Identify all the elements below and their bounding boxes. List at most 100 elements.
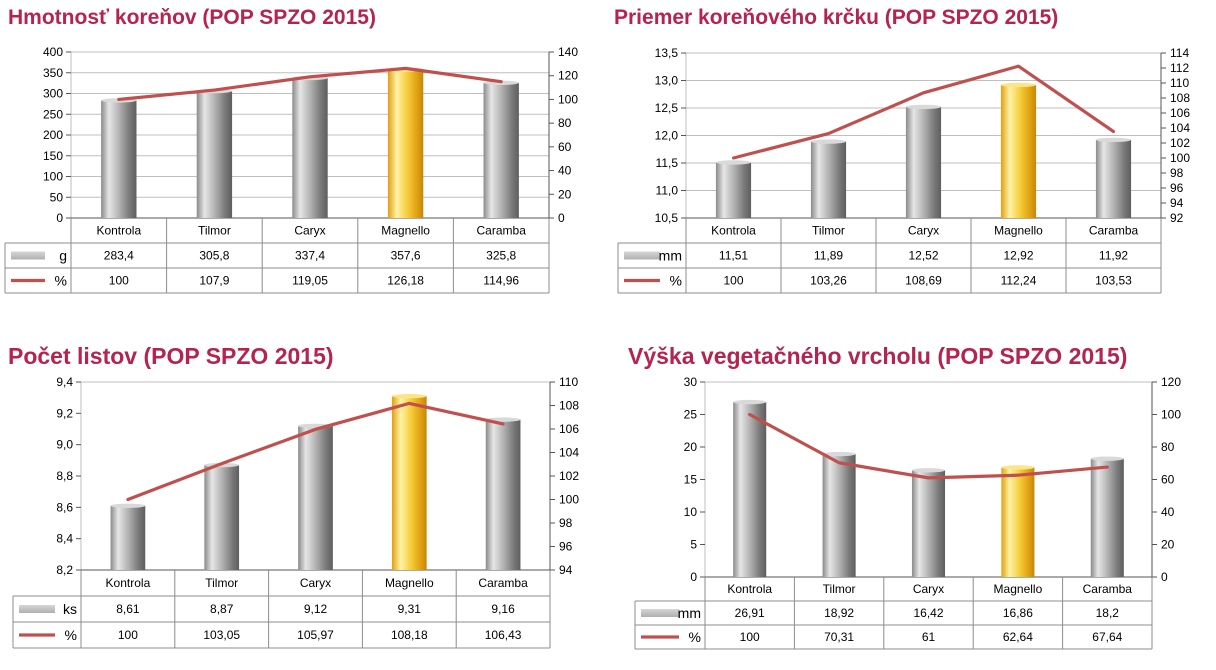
bar-magnello (1001, 467, 1035, 577)
left-tick-label: 200 (43, 128, 63, 142)
legend-label-bar: mm (678, 605, 701, 621)
legend-key-bar (11, 251, 45, 260)
left-tick-label: 250 (43, 107, 63, 121)
right-tick-label: 40 (558, 164, 572, 178)
right-tick-label: 94 (1170, 196, 1184, 210)
bar-cap (391, 393, 427, 399)
bar-cap (1095, 137, 1132, 143)
left-tick-label: 13,5 (655, 46, 679, 60)
right-tick-label: 20 (558, 187, 572, 201)
bar-caryx (298, 425, 333, 570)
right-tick-label: 140 (558, 45, 578, 59)
category-label: Tilmor (205, 576, 238, 590)
category-label: Magnello (994, 582, 1043, 596)
category-label: Caramba (478, 576, 528, 590)
table-cell-line-value: 114,96 (483, 274, 519, 288)
right-tick-label: 80 (558, 116, 572, 130)
category-label: Tilmor (198, 224, 231, 238)
chart-title: Priemer koreňového krčku (POP SPZO 2015) (614, 6, 1059, 29)
bar-cap (733, 399, 767, 405)
left-tick-label: 10,5 (655, 211, 679, 225)
left-tick-label: 25 (684, 408, 698, 422)
left-tick-label: 10 (684, 505, 698, 519)
left-tick-label: 300 (43, 87, 63, 101)
left-tick-label: 400 (43, 45, 63, 59)
table-cell-line-value: 126,18 (387, 274, 424, 288)
bar-kontrola (110, 505, 146, 570)
right-tick-label: 98 (1170, 166, 1184, 180)
table-cell-line-value: 105,97 (297, 628, 334, 642)
legend-label-line: % (55, 273, 67, 289)
legend-label-line: % (689, 629, 701, 645)
right-tick-label: 120 (1161, 375, 1181, 389)
right-tick-label: 98 (559, 516, 573, 530)
legend-label-bar: mm (659, 248, 682, 264)
bar-caramba (1090, 458, 1124, 577)
bar-cap (110, 503, 146, 508)
bar-cap (1090, 456, 1124, 461)
bar-cap (1001, 465, 1035, 470)
left-tick-label: 15 (684, 473, 698, 487)
table-cell-bar-value: 8,61 (116, 602, 140, 616)
table-cell-line-value: 100 (723, 274, 743, 288)
right-tick-label: 108 (1170, 91, 1190, 105)
right-tick-label: 0 (1161, 570, 1168, 584)
bar-magnello (391, 396, 427, 570)
category-label: Kontrola (711, 224, 756, 238)
table-cell-bar-value: 283,4 (104, 249, 134, 263)
table-cell-bar-value: 16,86 (1003, 606, 1033, 620)
category-label: Tilmor (812, 224, 845, 238)
bar-cap (810, 139, 847, 144)
right-tick-label: 100 (558, 92, 578, 106)
table-cell-bar-value: 16,42 (913, 606, 943, 620)
left-tick-label: 12,5 (655, 101, 679, 115)
left-tick-label: 150 (43, 149, 63, 163)
bar-cap (911, 468, 946, 473)
category-label: Caramba (1083, 582, 1133, 596)
table-cell-line-value: 108,69 (905, 274, 942, 288)
table-cell-line-value: 67,64 (1092, 630, 1122, 644)
left-tick-label: 8,8 (56, 469, 73, 483)
left-tick-label: 8,6 (56, 500, 73, 514)
category-label: Caryx (913, 582, 944, 596)
left-tick-label: 5 (690, 538, 697, 552)
bar-cap (905, 104, 942, 110)
table-cell-bar-value: 12,92 (1003, 249, 1033, 263)
left-tick-label: 9,2 (56, 406, 73, 420)
table-cell-line-value: 100 (740, 630, 760, 644)
right-tick-label: 102 (559, 469, 579, 483)
table-cell-line-value: 100 (109, 274, 129, 288)
category-label: Caryx (294, 224, 325, 238)
table-cell-bar-value: 18,2 (1096, 606, 1120, 620)
right-tick-label: 110 (559, 375, 578, 389)
category-label: Kontrola (96, 224, 141, 238)
legend-key-bar (624, 251, 660, 260)
bar-magnello (387, 69, 424, 218)
chart-panel-growing-point-height: Výška vegetačného vrcholu (POP SPZO 2015… (608, 335, 1216, 670)
right-tick-label: 114 (1170, 46, 1189, 60)
line-series-percent (126, 401, 505, 502)
right-tick-label: 20 (1161, 538, 1175, 552)
left-tick-label: 350 (43, 66, 63, 80)
category-label: Tilmor (823, 582, 856, 596)
chart-svg: 0 50 100 150 200 250 300 350 400 0 20 40 60 80 100 120 1… (4, 45, 578, 294)
legend-key-bar (19, 605, 55, 613)
table-cell-bar-value: 26,91 (735, 606, 765, 620)
left-tick-label: 20 (684, 440, 698, 454)
category-label: Kontrola (727, 582, 772, 596)
table-cell-bar-value: 357,6 (391, 249, 421, 263)
category-label: Caramba (477, 224, 527, 238)
left-tick-label: 13,0 (655, 74, 679, 88)
bar-cap (822, 451, 856, 457)
bar-cap (1000, 82, 1037, 88)
table-cell-bar-value: 337,4 (295, 249, 325, 263)
right-tick-label: 112 (1170, 61, 1189, 75)
chart-panel-root-weight: Hmotnosť koreňov (POP SPZO 2015) 0 50 100 1… (0, 0, 600, 300)
right-tick-label: 60 (558, 140, 572, 154)
table-cell-bar-value: 18,92 (824, 606, 854, 620)
bar-tilmor (810, 141, 847, 218)
chart-title: Výška vegetačného vrcholu (POP SPZO 2015… (628, 343, 1128, 369)
bar-kontrola (733, 402, 767, 577)
table-cell-line-value: 107,9 (199, 274, 229, 288)
table-cell-bar-value: 8,87 (210, 602, 234, 616)
